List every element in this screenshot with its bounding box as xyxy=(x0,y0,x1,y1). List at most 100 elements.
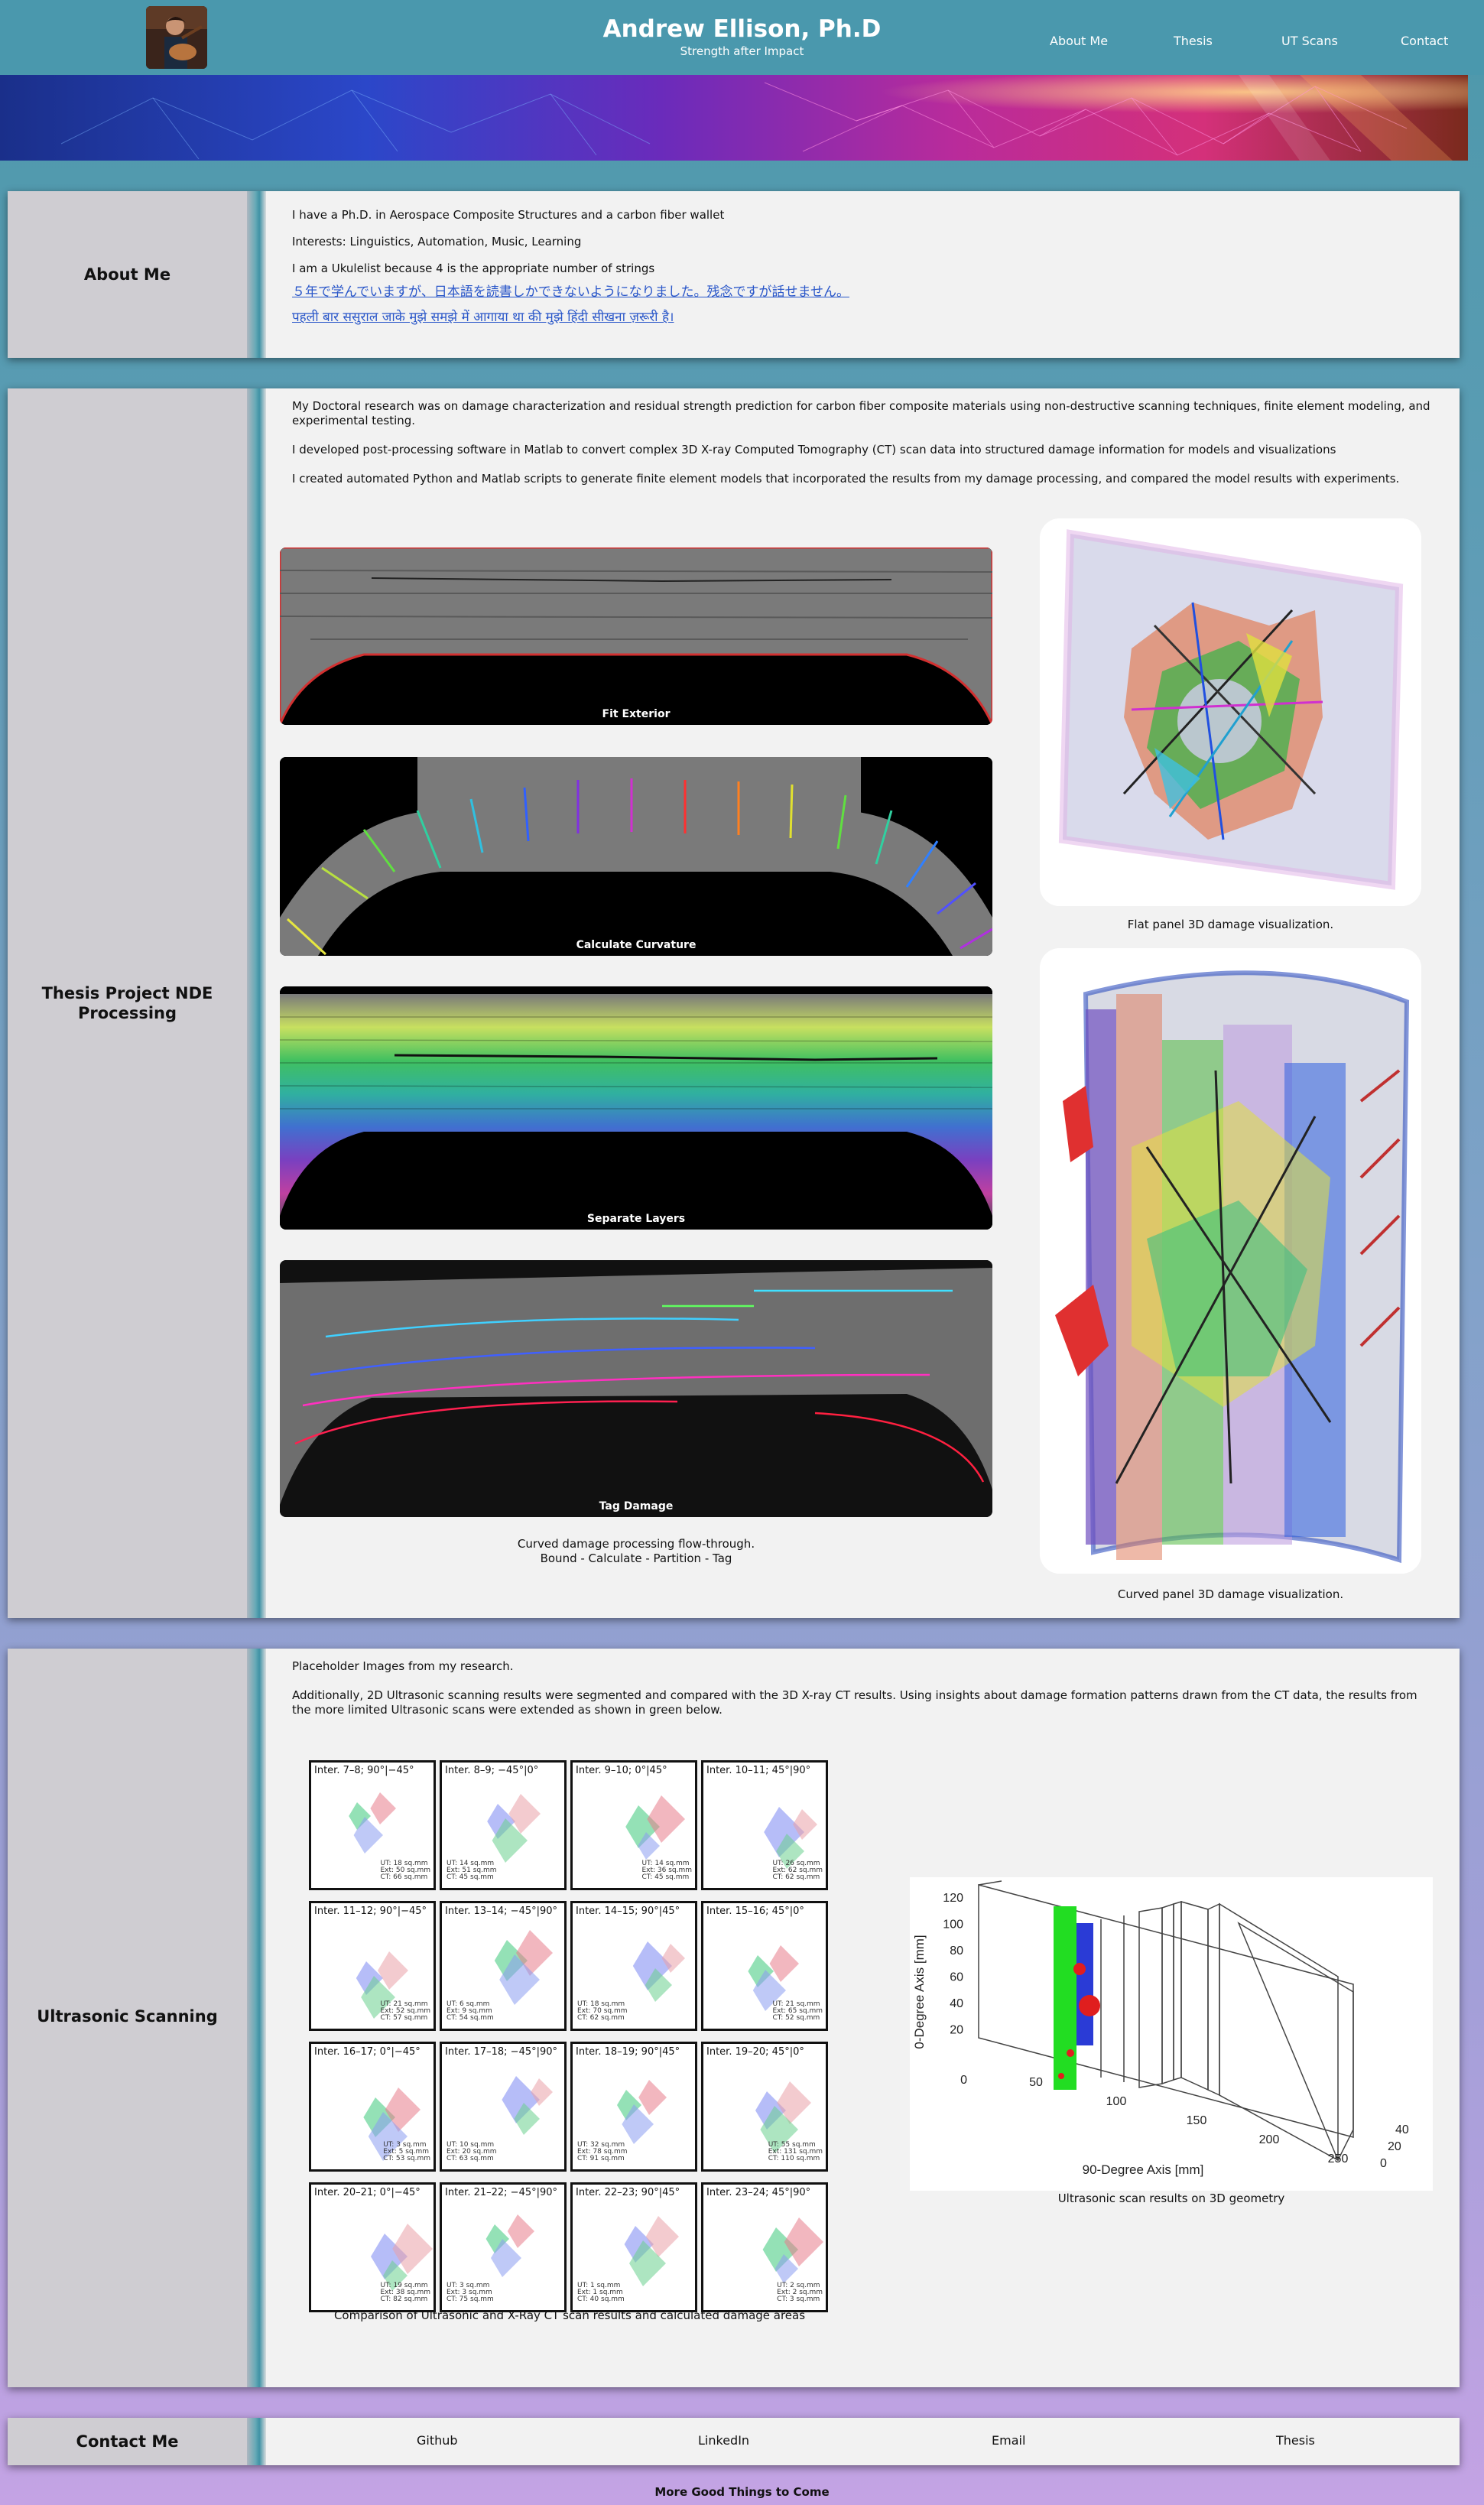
ut-cell-title: Inter. 13–14; −45°|90° xyxy=(445,1906,558,1917)
thesis-link[interactable]: Thesis xyxy=(1276,2433,1315,2448)
thesis-sidebar xyxy=(8,388,247,1618)
thesis-paragraph-3: I created automated Python and Matlab sc… xyxy=(292,472,1400,486)
card-accent-stripe xyxy=(247,388,266,1618)
avatar xyxy=(146,6,207,69)
plot-y-tick: 20 xyxy=(950,2024,963,2037)
ut-plot-caption: Ultrasonic scan results on 3D geometry xyxy=(1057,2191,1285,2205)
ut-cell-title: Inter. 17–18; −45°|90° xyxy=(445,2046,558,2058)
ut-cell-title: Inter. 21–22; −45°|90° xyxy=(445,2187,558,2198)
ut-cell-stats: UT: 55 sq.mm Ext: 131 sq.mm CT: 110 sq.m… xyxy=(768,2141,823,2162)
plot-y-tick: 120 xyxy=(943,1892,963,1905)
hero-banner xyxy=(0,75,1468,161)
nav-ut-scans[interactable]: UT Scans xyxy=(1281,34,1338,48)
ut-grid-caption: Comparison of Ultrasonic and X-Ray CT sc… xyxy=(333,2308,806,2322)
plot-x-tick: 150 xyxy=(1187,2114,1207,2127)
ut-scan-image xyxy=(617,2080,667,2144)
about-line-2: Interests: Linguistics, Automation, Musi… xyxy=(292,235,582,249)
linkedin-link[interactable]: LinkedIn xyxy=(698,2433,750,2448)
panel-label-calculate-curvature: Calculate Curvature xyxy=(576,939,697,951)
plot-y-tick: 60 xyxy=(950,1971,963,1984)
panel-tag-damage: Tag Damage xyxy=(280,1260,992,1517)
site-title: Andrew Ellison, Ph.D xyxy=(602,15,882,43)
contact-heading: Contact Me xyxy=(76,2432,179,2451)
ut-cell-title: Inter. 20–21; 0°|−45° xyxy=(314,2187,421,2198)
flow-caption: Curved damage processing flow-through. B… xyxy=(280,1537,992,1566)
about-body: I have a Ph.D. in Aerospace Composite St… xyxy=(292,208,1437,340)
ut-cell-title: Inter. 8–9; −45°|0° xyxy=(445,1765,539,1776)
nav-about[interactable]: About Me xyxy=(1050,34,1109,48)
plot-z-tick: 40 xyxy=(1395,2123,1409,2136)
plot-y-label: 0-Degree Axis [mm] xyxy=(912,1935,927,2049)
panel-label-fit-exterior: Fit Exterior xyxy=(602,708,671,720)
ut-cell-title: Inter. 18–19; 90°|45° xyxy=(576,2046,680,2058)
ut-scan-image xyxy=(494,1930,553,2005)
nav-thesis[interactable]: Thesis xyxy=(1174,34,1213,48)
ut-scan-cell: Inter. 7–8; 90°|−45° UT: 18 sq.mm Ext: 50… xyxy=(309,1760,436,1890)
ut-scan-cell: Inter. 8–9; −45°|0° UT: 14 sq.mm Ext: 51 … xyxy=(440,1760,567,1890)
ut-scan-image xyxy=(502,2076,553,2135)
ut-cell-stats: UT: 18 sq.mm Ext: 50 sq.mm CT: 66 sq.mm xyxy=(380,1860,430,1881)
ut-cell-stats: UT: 19 sq.mm Ext: 38 sq.mm CT: 82 sq.mm xyxy=(380,2282,430,2303)
plot-x-tick: 200 xyxy=(1259,2133,1280,2146)
ut-scan-image xyxy=(748,1945,799,2011)
ut-scan-cell: Inter. 9–10; 0°|45° UT: 14 sq.mm Ext: 36 … xyxy=(570,1760,697,1890)
ut-scan-image xyxy=(349,1792,396,1854)
ut-cell-stats: UT: 3 sq.mm Ext: 3 sq.mm CT: 75 sq.mm xyxy=(446,2282,494,2303)
panel-label-tag-damage: Tag Damage xyxy=(599,1500,674,1512)
ut-scan-cell: Inter. 10–11; 45°|90° UT: 26 sq.mm Ext: 6… xyxy=(701,1760,828,1890)
ut-heading: Ultrasonic Scanning xyxy=(37,2007,218,2026)
site-header: Andrew Ellison, Ph.D Strength after Impa… xyxy=(0,0,1484,75)
flow-caption-line-2: Bound - Calculate - Partition - Tag xyxy=(540,1551,732,1565)
ut-cell-title: Inter. 23–24; 45°|90° xyxy=(706,2187,811,2198)
github-link[interactable]: Github xyxy=(417,2433,458,2448)
ut-scan-image xyxy=(632,1941,685,2002)
ut-scan-cell: Inter. 16–17; 0°|−45° UT: 3 sq.mm Ext: 5 … xyxy=(309,2042,436,2172)
flat-caption: Flat panel 3D damage visualization. xyxy=(1127,918,1334,931)
plot-y-tick: 80 xyxy=(950,1945,963,1958)
plot-y-tick: 0 xyxy=(960,2074,967,2087)
ut-cell-stats: UT: 14 sq.mm Ext: 36 sq.mm CT: 45 sq.mm xyxy=(641,1860,692,1881)
plot-x-tick: 250 xyxy=(1328,2152,1349,2165)
ut-cell-title: Inter. 11–12; 90°|−45° xyxy=(314,1906,427,1917)
flow-caption-line-1: Curved damage processing flow-through. xyxy=(517,1537,755,1551)
ut-cell-title: Inter. 19–20; 45°|0° xyxy=(706,2046,804,2058)
plot-x-tick: 100 xyxy=(1106,2095,1127,2108)
ut-scan-image xyxy=(762,2217,823,2283)
email-link[interactable]: Email xyxy=(992,2433,1026,2448)
ut-cell-stats: UT: 14 sq.mm Ext: 51 sq.mm CT: 45 sq.mm xyxy=(446,1860,497,1881)
card-accent-stripe xyxy=(247,2418,266,2465)
ut-cell-stats: UT: 3 sq.mm Ext: 5 sq.mm CT: 53 sq.mm xyxy=(383,2141,430,2162)
flat-panel-visualization xyxy=(1040,518,1421,906)
ut-scan-image xyxy=(487,1794,541,1863)
plot-y-tick: 40 xyxy=(950,1997,963,2010)
ut-cell-stats: UT: 2 sq.mm Ext: 2 sq.mm CT: 3 sq.mm xyxy=(777,2282,823,2303)
thesis-paragraph-1: My Doctoral research was on damage chara… xyxy=(292,399,1430,427)
ut-scan-cell: Inter. 20–21; 0°|−45° UT: 19 sq.mm Ext: 3… xyxy=(309,2182,436,2312)
thesis-paragraph-2: I developed post-processing software in … xyxy=(292,443,1336,456)
ut-cell-stats: UT: 32 sq.mm Ext: 78 sq.mm CT: 91 sq.mm xyxy=(577,2141,628,2162)
ut-scan-image xyxy=(356,1951,408,2019)
ut-3d-plot: 120 100 80 60 40 20 0 50 100 150 200 250 40 20 0 0-Deg… xyxy=(910,1877,1433,2191)
plot-z-tick: 0 xyxy=(1380,2157,1387,2170)
thesis-card: Thesis Project NDE Processing My Doctora… xyxy=(8,388,1460,1618)
ut-paragraph-2: Additionally, 2D Ultrasonic scanning res… xyxy=(292,1688,1417,1717)
ut-scan-image xyxy=(755,2081,811,2153)
ut-scan-image xyxy=(624,2216,679,2286)
japanese-link[interactable]: ５年で学んでいますが、日本語を読書しかできないようになりました。残念ですが話せま… xyxy=(292,284,849,300)
ut-scan-image xyxy=(764,1807,817,1869)
ut-cell-stats: UT: 21 sq.mm Ext: 52 sq.mm CT: 57 sq.mm xyxy=(380,2000,430,2022)
hindi-link[interactable]: पहली बार ससुराल जाके मुझे समझे में आगाया… xyxy=(292,310,674,325)
nav-contact[interactable]: Contact xyxy=(1401,34,1449,48)
ut-cell-title: Inter. 22–23; 90°|45° xyxy=(576,2187,680,2198)
ut-scan-cell: Inter. 21–22; −45°|90° UT: 3 sq.mm Ext: 3… xyxy=(440,2182,567,2312)
about-line-3: I am a Ukulelist because 4 is the approp… xyxy=(292,262,655,275)
ut-scan-cell: Inter. 18–19; 90°|45° UT: 32 sq.mm Ext: 7… xyxy=(570,2042,697,2172)
curved-panel-visualization xyxy=(1040,948,1421,1574)
ut-cell-title: Inter. 15–16; 45°|0° xyxy=(706,1906,804,1917)
ut-cell-stats: UT: 10 sq.mm Ext: 20 sq.mm CT: 63 sq.mm xyxy=(446,2141,497,2162)
curved-caption: Curved panel 3D damage visualization. xyxy=(1117,1587,1344,1601)
panel-label-separate-layers: Separate Layers xyxy=(587,1213,685,1225)
ut-scan-cell: Inter. 23–24; 45°|90° UT: 2 sq.mm Ext: 2 … xyxy=(701,2182,828,2312)
ut-scan-image xyxy=(371,2224,433,2291)
card-accent-stripe xyxy=(247,1649,266,2387)
